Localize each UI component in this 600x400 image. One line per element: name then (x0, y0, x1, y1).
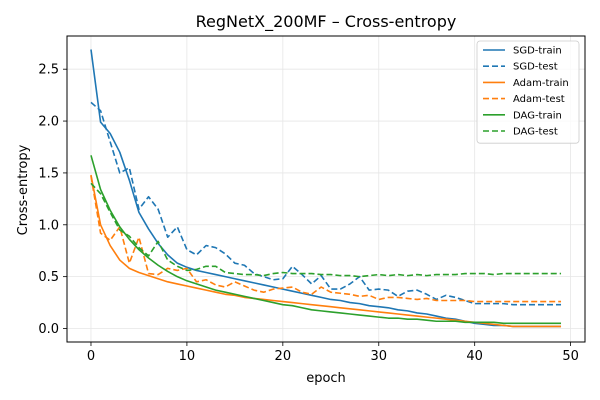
series-line-adam-test (90, 175, 562, 303)
legend: SGD-train SGD-test Adam-train Adam-test DAG-… (476, 40, 580, 144)
series-line-dag-test (90, 182, 562, 278)
x-tick-label: 20 (275, 349, 292, 364)
series-line-sgd-train (90, 49, 562, 328)
legend-label-dag-train: DAG-train (513, 110, 562, 121)
series-lines (90, 49, 562, 328)
x-axis-title: epoch (306, 371, 346, 386)
legend-label-sgd-test: SGD-test (513, 62, 558, 73)
y-tick-label: 1.5 (38, 166, 59, 181)
plot-frame (66, 35, 586, 343)
legend-label-adam-test: Adam-test (513, 94, 565, 105)
legend-label-adam-train: Adam-train (513, 78, 569, 89)
series-line-adam-train (90, 174, 562, 328)
x-tick-label: 10 (179, 349, 196, 364)
x-tick-label: 30 (370, 349, 387, 364)
x-tick-label: 50 (562, 349, 579, 364)
y-tick-label: 0.5 (38, 270, 59, 285)
y-tick-label: 2.0 (38, 115, 59, 130)
y-tick-label: 2.5 (38, 63, 59, 78)
chart-title: RegNetX_200MF – Cross-entropy (196, 12, 457, 32)
x-tick-label: 0 (87, 349, 95, 364)
legend-label-dag-test: DAG-test (513, 127, 558, 138)
series-line-sgd-test (90, 101, 562, 306)
y-tick-label: 0.0 (38, 322, 59, 337)
axis-ticks: 0 10 20 30 40 50 0.0 0.5 1.0 1.5 2.0 2.5 (38, 63, 579, 364)
y-tick-label: 1.0 (38, 218, 59, 233)
series-line-dag-train (90, 155, 562, 325)
x-tick-label: 40 (466, 349, 483, 364)
legend-label-sgd-train: SGD-train (513, 46, 562, 57)
y-axis-title: Cross-entropy (16, 144, 31, 235)
